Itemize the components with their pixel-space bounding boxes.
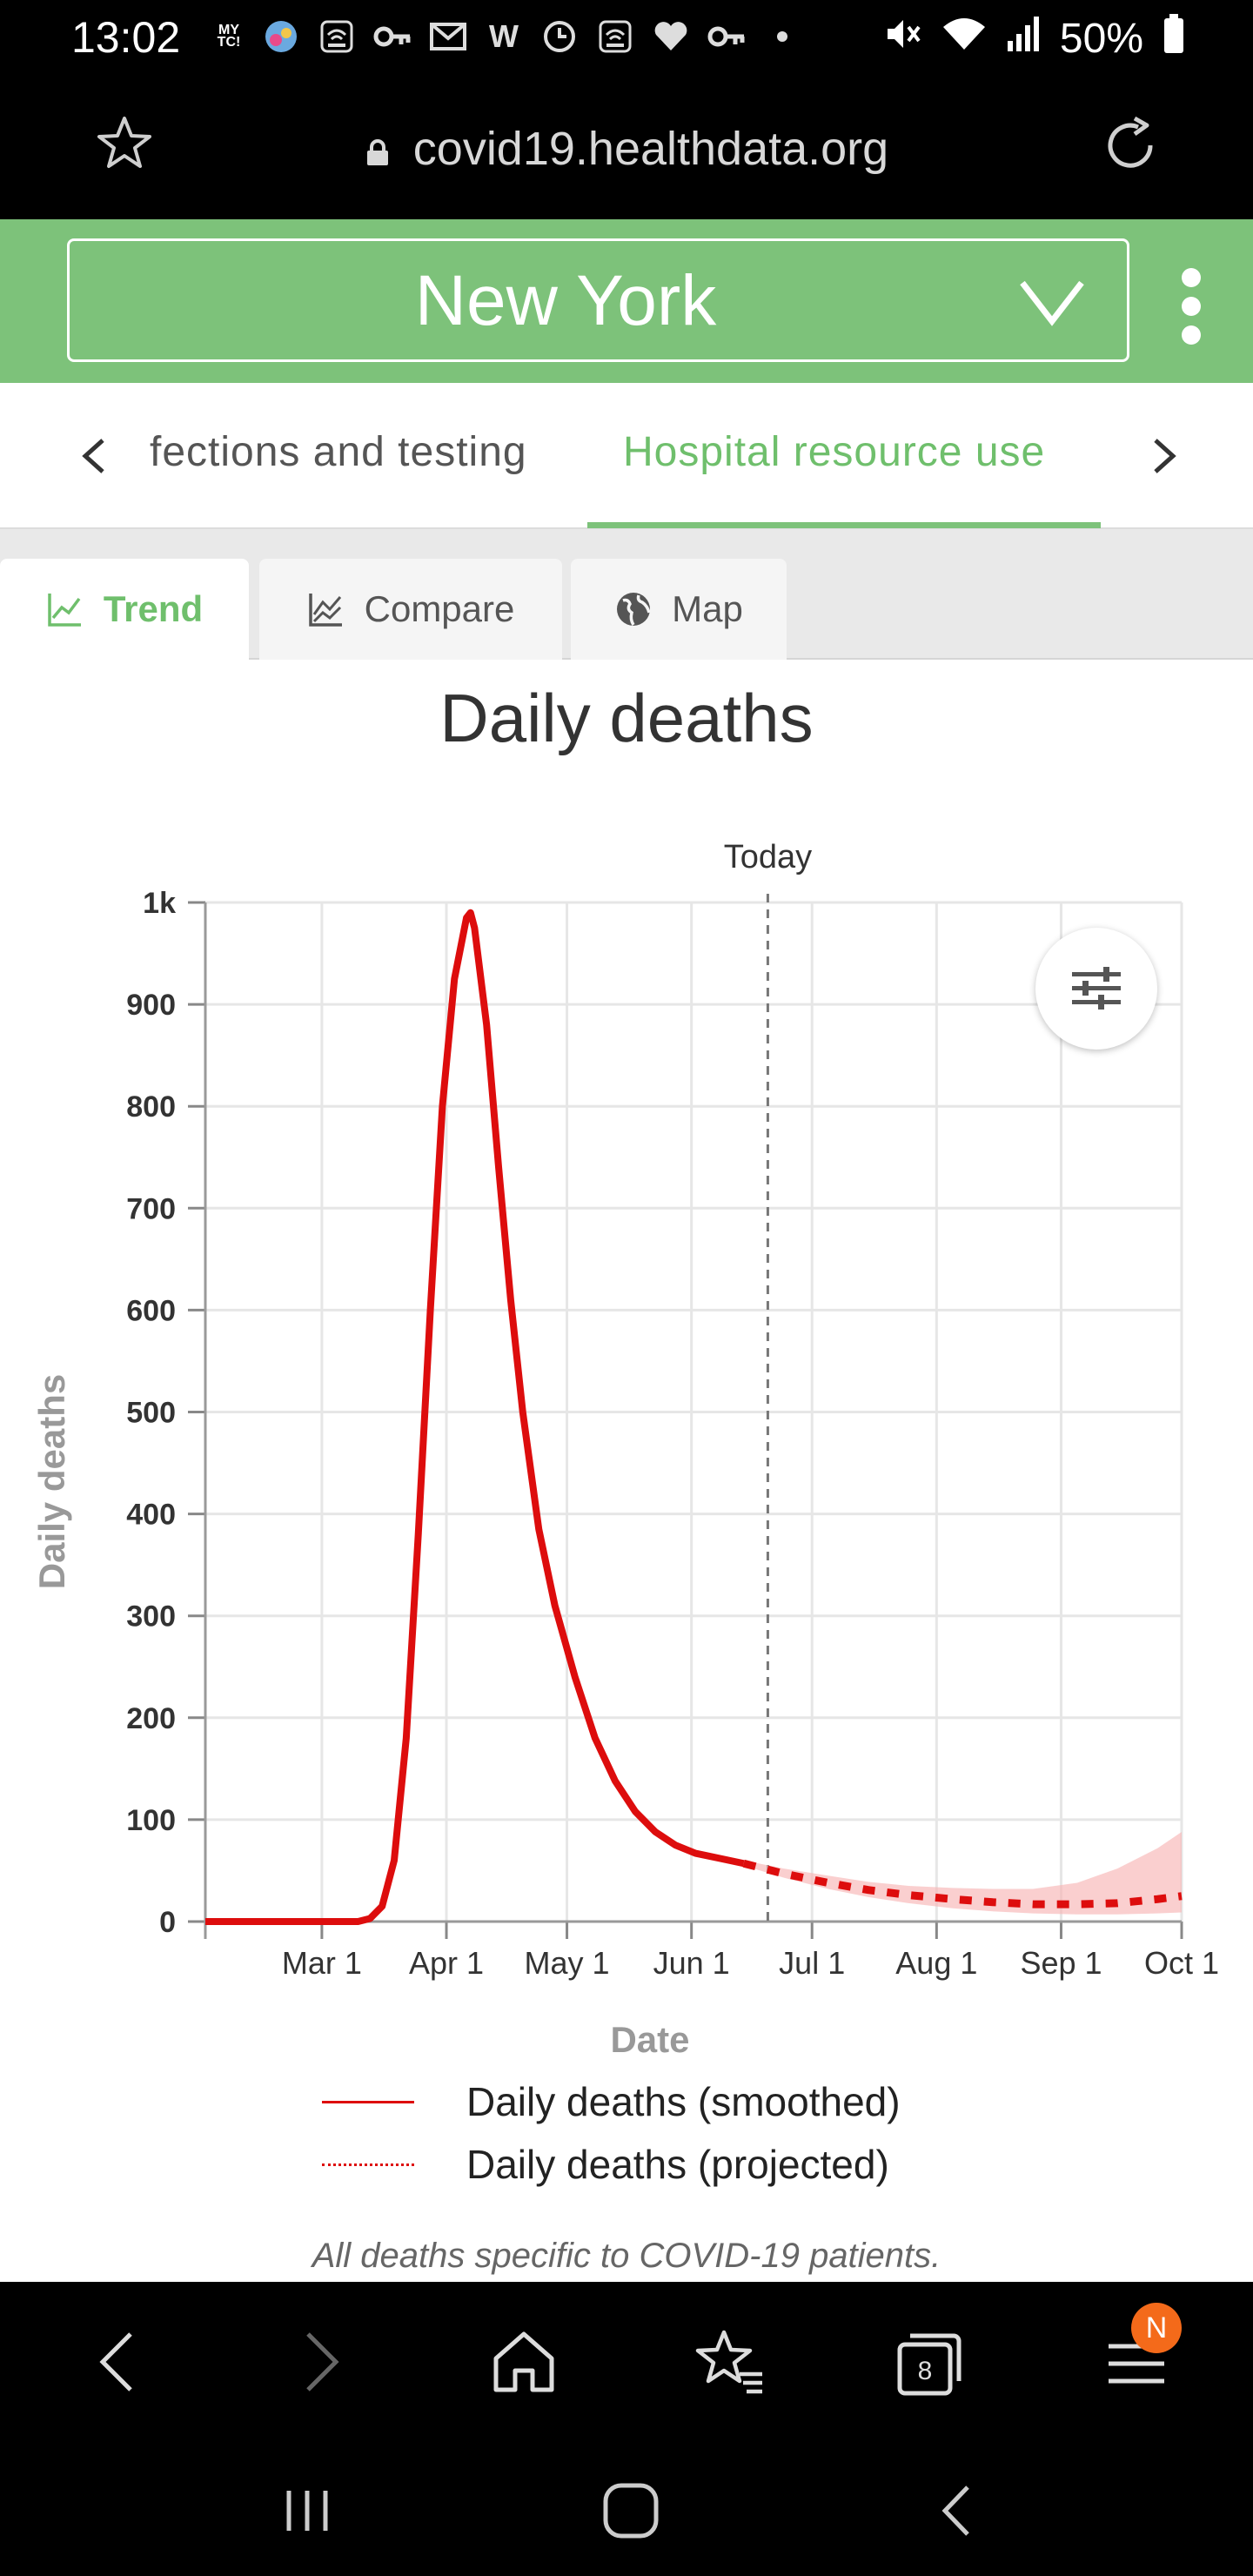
recent-apps-icon[interactable] — [277, 2480, 338, 2541]
chart-legend: Daily deaths (smoothed) Daily deaths (pr… — [322, 2078, 901, 2204]
x-tick-label: Aug 1 — [895, 1945, 977, 1981]
globe-icon — [617, 593, 651, 626]
legend-item-projected[interactable]: Daily deaths (projected) — [322, 2141, 901, 2188]
home-icon[interactable] — [487, 2325, 560, 2398]
view-tabs: Trend Compare Map — [0, 529, 1253, 660]
chevron-left-icon[interactable] — [77, 437, 111, 475]
dot-icon — [763, 17, 801, 56]
y-axis-title: Daily deaths — [31, 1374, 72, 1589]
signal-icon — [1006, 15, 1041, 62]
tab-map-label: Map — [672, 588, 743, 629]
y-tick-label: 900 — [126, 989, 176, 1022]
status-time: 13:02 — [71, 13, 181, 62]
x-axis-title: Date — [610, 2019, 689, 2054]
y-tick-label: 300 — [126, 1600, 176, 1633]
y-tick-label: 700 — [126, 1192, 176, 1225]
active-tab-indicator — [587, 522, 1101, 528]
y-tick-label: 0 — [159, 1906, 176, 1939]
legend-label-smoothed: Daily deaths (smoothed) — [466, 2079, 901, 2124]
home-button-icon[interactable] — [600, 2480, 661, 2541]
mute-icon — [884, 15, 922, 62]
w-icon: W — [489, 18, 519, 54]
heart-icon — [652, 17, 690, 56]
browser-url-bar: covid19.healthdata.org — [0, 78, 1253, 219]
chart-title: Daily deaths — [439, 680, 814, 756]
mytc-icon: MY TC! — [217, 23, 241, 50]
y-tick-label: 800 — [126, 1090, 176, 1124]
x-tick-label: Oct 1 — [1144, 1945, 1219, 1981]
battery-icon — [1163, 14, 1185, 63]
tab-hospital-resource-use[interactable]: Hospital resource use — [623, 429, 1046, 475]
app-icon — [262, 17, 300, 56]
y-tick-label: 600 — [126, 1294, 176, 1327]
lock-icon — [366, 138, 388, 165]
legend-label-projected: Daily deaths (projected) — [466, 2142, 889, 2187]
notification-badge: N — [1131, 2303, 1182, 2353]
x-tick-label: Sep 1 — [1020, 1945, 1102, 1981]
tab-map[interactable]: Map — [571, 559, 787, 660]
legend-swatch-solid — [322, 2100, 414, 2103]
url-text: covid19.healthdata.org — [412, 123, 889, 175]
x-tick-label: Jun 1 — [653, 1945, 730, 1981]
chart-footnote: All deaths specific to COVID-19 patients… — [312, 2237, 941, 2275]
system-status: 50% — [884, 14, 1185, 63]
y-tick-label: 400 — [126, 1499, 176, 1532]
x-tick-label: Mar 1 — [282, 1945, 362, 1981]
series-line-projected — [742, 1859, 1183, 1909]
wifi-calling-icon — [596, 17, 634, 56]
more-menu-icon[interactable] — [1182, 268, 1203, 345]
section-tabs: fections and testing Hospital resource u… — [0, 383, 1253, 529]
forward-icon[interactable] — [284, 2325, 357, 2398]
series-line-smoothed — [205, 909, 745, 1925]
browser-toolbar: 8 — [0, 2282, 1253, 2437]
wifi-calling-icon — [318, 17, 356, 56]
system-back-icon[interactable] — [928, 2480, 988, 2541]
key-icon — [373, 17, 412, 56]
legend-swatch-dashed — [322, 2163, 414, 2166]
tab-trend[interactable]: Trend — [0, 559, 249, 660]
back-icon[interactable] — [82, 2325, 155, 2398]
y-tick-label: 500 — [126, 1397, 176, 1430]
wifi-icon — [941, 15, 987, 62]
y-tick-label: 100 — [126, 1804, 176, 1837]
chart-settings-button[interactable] — [1035, 928, 1157, 1050]
y-tick-label: 1k — [143, 887, 176, 920]
projection-uncertainty-band — [743, 1831, 1182, 1915]
tab-infections-and-testing[interactable]: fections and testing — [150, 429, 527, 475]
location-value: New York — [414, 261, 717, 340]
y-tick-label: 200 — [126, 1702, 176, 1735]
chevron-right-icon[interactable] — [1147, 437, 1182, 475]
clock-icon — [540, 17, 579, 56]
compare-chart-icon — [308, 594, 342, 627]
bookmarks-icon[interactable] — [693, 2325, 766, 2398]
site-header: New York — [0, 219, 1253, 383]
trend-chart-icon — [48, 594, 81, 627]
x-tick-label: Jul 1 — [779, 1945, 845, 1981]
mail-icon — [429, 17, 467, 56]
notification-icons: MY TC! W — [213, 17, 801, 56]
x-tick-label: Apr 1 — [409, 1945, 484, 1981]
battery-percent: 50% — [1059, 15, 1143, 62]
x-tick-label: May 1 — [525, 1945, 610, 1981]
sliders-icon — [1072, 967, 1121, 1010]
legend-item-smoothed[interactable]: Daily deaths (smoothed) — [322, 2078, 901, 2125]
daily-deaths-chart: 0 100 200 300 400 500 600 700 800 900 1k Mar 1 Apr 1… — [31, 839, 1219, 2054]
tab-compare-label: Compare — [364, 588, 515, 629]
chevron-down-icon — [1020, 280, 1084, 326]
system-nav-bar — [0, 2437, 1253, 2576]
tab-count: 8 — [918, 2357, 933, 2385]
key-icon — [707, 17, 746, 56]
reload-icon[interactable] — [1096, 111, 1164, 179]
tab-compare[interactable]: Compare — [259, 559, 562, 660]
bookmark-star-icon[interactable] — [94, 113, 155, 174]
location-dropdown[interactable]: New York — [67, 238, 1129, 362]
tabs-icon[interactable]: 8 — [893, 2325, 966, 2398]
status-bar: 13:02 MY TC! W 50% — [0, 0, 1253, 78]
today-label: Today — [724, 839, 812, 875]
url-field[interactable]: covid19.healthdata.org — [0, 122, 1253, 176]
tab-trend-label: Trend — [103, 588, 204, 629]
